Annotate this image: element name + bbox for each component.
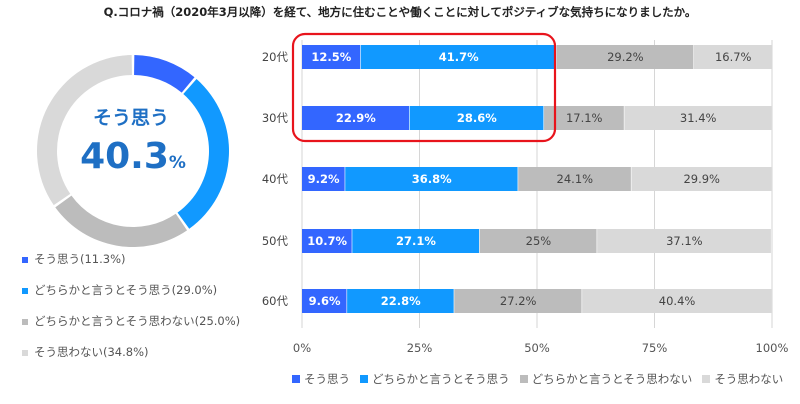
pie-legend-swatch <box>22 319 28 325</box>
bar-legend: そう思う どちらかと言うとそう思う どちらかと言うとそう思わない そう思わない <box>292 371 793 387</box>
bar-segment <box>582 289 772 313</box>
bar-value-label: 28.6% <box>457 111 497 125</box>
pie-legend-label: そう思う(11.3%) <box>34 252 126 266</box>
donut-slice-2 <box>177 79 229 229</box>
bar-legend-item: どちらかと言うとそう思う <box>360 371 510 387</box>
bar-segment <box>302 229 352 253</box>
bar-legend-swatch <box>519 374 528 383</box>
bar-value-label: 9.6% <box>309 294 341 308</box>
pie-legend-swatch <box>22 288 28 294</box>
category-label: 50代 <box>262 234 289 248</box>
bar-segment <box>693 45 772 69</box>
x-tick-label: 75% <box>642 341 668 355</box>
bar-segment <box>597 229 771 253</box>
bar-legend-label: どちらかと言うとそう思わない <box>531 372 693 386</box>
bar-legend-item: どちらかと言うとそう思わない <box>519 371 693 387</box>
bar-value-label: 24.1% <box>557 172 594 186</box>
bar-legend-item: そう思う <box>292 371 350 387</box>
bar-segment <box>347 289 454 313</box>
bar-segment <box>360 45 557 69</box>
bar-value-label: 12.5% <box>311 50 351 64</box>
bar-legend-swatch <box>360 374 368 383</box>
x-tick-label: 25% <box>407 341 433 355</box>
bar-value-label: 29.9% <box>683 172 720 186</box>
bar-legend-label: そう思う <box>304 372 350 386</box>
bar-segment <box>302 167 345 191</box>
donut-chart: そう思う 40.3% <box>37 55 229 248</box>
bar-value-label: 16.7% <box>715 50 752 64</box>
bar-segment <box>556 45 694 69</box>
pie-legend-swatch <box>22 350 28 356</box>
bar-value-label: 9.2% <box>308 172 340 186</box>
bar-value-label: 27.1% <box>396 234 436 248</box>
donut-center-value: 40.3% <box>80 136 186 177</box>
bar-segment <box>518 167 631 191</box>
bar-segment <box>302 106 410 130</box>
bar-legend-swatch <box>702 374 711 383</box>
bar-segment <box>479 229 597 253</box>
x-tick-label: 0% <box>293 341 311 355</box>
bar-value-label: 37.1% <box>666 234 703 248</box>
bar-segment <box>409 106 544 130</box>
donut-center-label: そう思う <box>93 107 169 129</box>
bar-value-label: 22.8% <box>381 294 421 308</box>
bar-value-label: 17.1% <box>566 111 603 125</box>
bar-segment <box>624 106 772 130</box>
bar-value-label: 41.7% <box>439 50 479 64</box>
category-label: 40代 <box>262 172 289 186</box>
donut-slice-3 <box>55 195 188 248</box>
category-label: 30代 <box>262 111 289 125</box>
bar-segment <box>345 167 518 191</box>
bar-segment <box>302 289 347 313</box>
bar-legend-label: そう思わない <box>714 372 784 386</box>
bar-legend-swatch <box>292 374 300 383</box>
donut-slice-4 <box>37 55 132 206</box>
bar-segment <box>631 167 772 191</box>
donut-slice-1 <box>134 55 195 93</box>
bar-legend-label: どちらかと言うとそう思う <box>372 372 510 386</box>
bar-segment <box>454 289 582 313</box>
x-tick-label: 50% <box>524 341 550 355</box>
bar-legend-item: そう思わない <box>702 371 783 387</box>
chart-title: Q.コロナ禍（2020年3月以降）を経て、地方に住むことや働くことに対してポジテ… <box>103 5 697 19</box>
bar-value-label: 31.4% <box>680 111 717 125</box>
bar-value-label: 40.4% <box>659 294 696 308</box>
bar-segment <box>352 229 480 253</box>
pie-legend-swatch <box>22 257 28 263</box>
category-label: 20代 <box>262 50 289 64</box>
x-tick-label: 100% <box>756 341 789 355</box>
highlight-box <box>291 32 557 143</box>
bar-value-label: 27.2% <box>500 294 537 308</box>
pie-legend-label: そう思わない(34.8%) <box>34 345 149 359</box>
bar-value-label: 22.9% <box>336 111 376 125</box>
bar-value-label: 25% <box>526 234 552 248</box>
pie-legend-label: どちらかと言うとそう思わない(25.0%) <box>34 314 241 328</box>
pie-legend-label: どちらかと言うとそう思う(29.0%) <box>34 283 218 297</box>
bar-segment <box>302 45 361 69</box>
category-label: 60代 <box>262 294 289 308</box>
bar-value-label: 36.8% <box>412 172 452 186</box>
bar-segment <box>544 106 624 130</box>
bar-value-label: 10.7% <box>307 234 347 248</box>
bar-value-label: 29.2% <box>607 50 644 64</box>
